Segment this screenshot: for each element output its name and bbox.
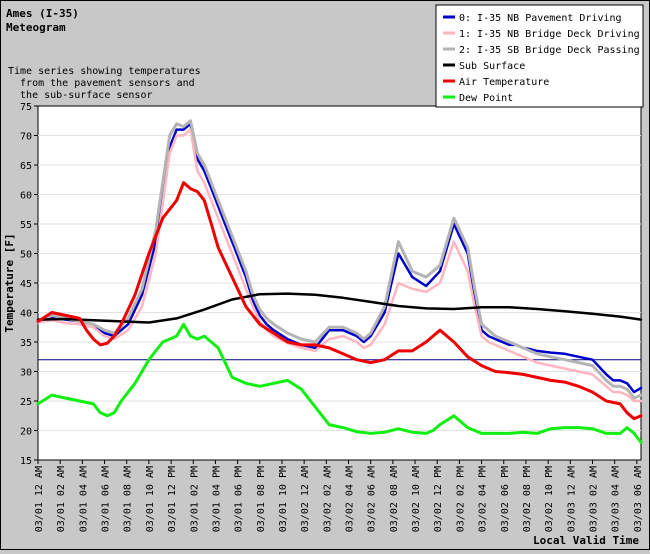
x-tick-label: 03/03 04 AM [611,466,622,532]
legend-label-5: Dew Point [459,93,513,104]
x-tick-label: 03/01 10 PM [278,466,289,532]
legend-label-2: 2: I-35 SB Bridge Deck Passing [459,45,640,56]
x-tick-label: 03/02 02 PM [455,466,466,532]
y-tick-label: 45 [20,279,32,290]
x-tick-label: 03/01 08 AM [123,466,134,532]
x-tick-label: 03/03 12 AM [566,466,577,532]
description-line-3: the sub-surface sensor [8,90,153,101]
x-tick-label: 03/01 04 AM [78,466,89,532]
x-tick-label: 03/01 06 AM [101,466,112,532]
x-tick-label: 03/02 04 PM [478,466,489,532]
series-line-2 [36,119,643,400]
description-line-2: from the pavement sensors and [8,78,195,89]
legend-label-4: Air Temperature [459,77,549,88]
x-tick-label: 03/02 08 AM [389,466,400,532]
legend: 0: I-35 NB Pavement Driving 1: I-35 NB Br… [435,4,644,108]
y-tick-label: 35 [20,338,32,349]
x-tick-label: 03/01 04 PM [211,466,222,532]
x-tick-label: 03/01 12 AM [34,466,45,532]
series-layer [36,119,643,444]
x-tick-label: 03/02 10 PM [544,466,555,532]
x-axis-ticks: 03/01 12 AM 03/01 02 AM 03/01 04 AM 03/01 0… [34,460,644,532]
series-line-1 [36,128,643,403]
chart-title-line-1: Ames (I-35) [6,7,79,20]
y-tick-label: 20 [20,427,32,438]
legend-box [435,4,644,108]
y-axis-label: Temperature [F] [3,233,16,332]
y-tick-label: 50 [20,250,32,261]
legend-label-3: Sub Surface [459,61,525,72]
x-tick-label: 03/02 12 PM [433,466,444,532]
description-line-1: Time series showing temperatures [8,66,201,77]
x-tick-label: 03/02 10 AM [411,466,422,532]
y-tick-label: 15 [20,456,32,467]
x-tick-label: 03/01 12 PM [167,466,178,532]
x-tick-label: 03/01 02 PM [189,466,200,532]
y-tick-label: 40 [20,309,32,320]
x-axis-label: Local Valid Time [533,534,639,547]
x-tick-label: 03/02 04 AM [345,466,356,532]
x-tick-label: 03/01 10 AM [145,466,156,532]
series-line-5 [36,322,643,444]
series-line-4 [36,181,643,421]
legend-label-1: 1: I-35 NB Bridge Deck Driving [459,29,640,40]
series-line-0 [36,122,643,394]
y-tick-label: 75 [20,102,32,113]
x-tick-label: 03/01 06 PM [234,466,245,532]
legend-label-0: 0: I-35 NB Pavement Driving [459,13,622,24]
y-tick-label: 25 [20,397,32,408]
y-tick-label: 60 [20,191,32,202]
series-line-3 [36,292,643,324]
y-tick-label: 70 [20,132,32,143]
x-tick-label: 03/02 08 PM [522,466,533,532]
x-tick-label: 03/03 06 AM [633,466,644,532]
chart-title-line-2: Meteogram [6,21,66,34]
x-tick-label: 03/02 02 AM [322,466,333,532]
legend-items: 0: I-35 NB Pavement Driving 1: I-35 NB Br… [443,13,640,104]
x-tick-label: 03/01 08 PM [256,466,267,532]
x-tick-label: 03/02 06 PM [500,466,511,532]
y-tick-label: 65 [20,161,32,172]
x-tick-label: 03/01 02 AM [56,466,67,532]
y-tick-label: 55 [20,220,32,231]
y-tick-label: 30 [20,368,32,379]
y-axis-ticks: 15 20 25 30 35 40 45 50 55 60 65 70 75 [20,102,38,467]
x-tick-label: 03/02 12 AM [300,466,311,532]
x-tick-label: 03/02 06 AM [367,466,378,532]
x-tick-label: 03/03 02 AM [589,466,600,532]
